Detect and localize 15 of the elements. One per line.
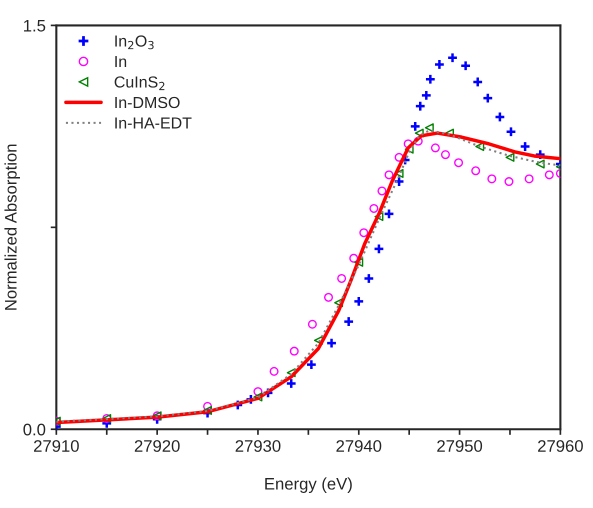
y-axis-title: Normalized Absorption bbox=[4, 144, 20, 310]
legend-label: In-DMSO bbox=[115, 96, 180, 108]
legend-label: CuInS$_{2}$ bbox=[114, 76, 164, 90]
x-axis-title: Energy (eV) bbox=[265, 477, 352, 493]
x-tick-label: 27940 bbox=[336, 440, 382, 452]
legend-label: In$_{2}$O$_{3}$ bbox=[115, 35, 154, 50]
x-tick-label: 27930 bbox=[236, 440, 280, 452]
x-tick-label: 27950 bbox=[437, 440, 482, 452]
y-tick-label: 0.0 bbox=[23, 424, 46, 436]
legend-label: In bbox=[115, 56, 126, 68]
y-tick-label: 1.5 bbox=[24, 20, 46, 32]
legend-label: In-HA-EDT bbox=[115, 117, 192, 128]
x-tick-label: 27920 bbox=[134, 440, 180, 452]
x-tick-label: 27960 bbox=[538, 440, 583, 452]
x-tick-label: 27910 bbox=[34, 440, 79, 452]
